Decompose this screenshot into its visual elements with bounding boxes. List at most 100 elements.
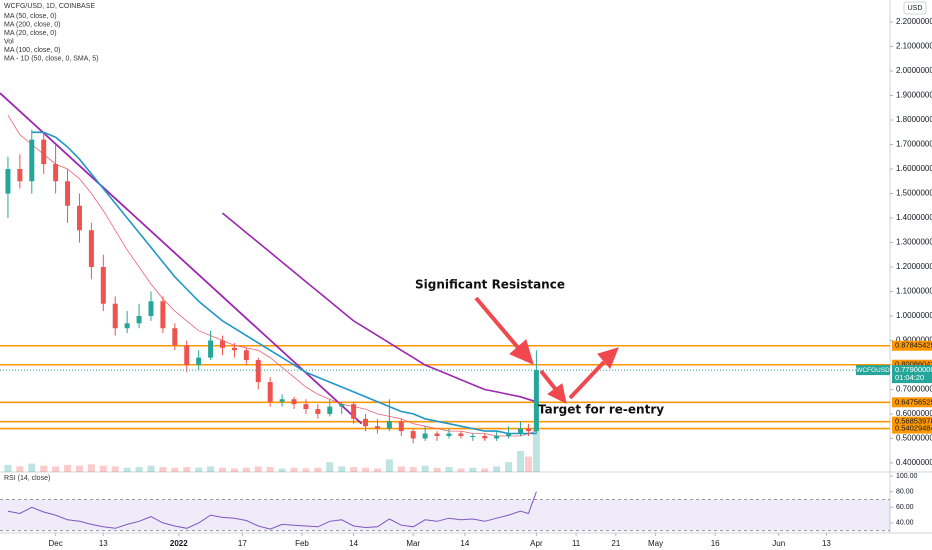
level-label-box: [892, 423, 932, 434]
volume-bar: [87, 464, 95, 472]
legend-entry: Vol: [4, 38, 14, 45]
x-tick-label: Jun: [772, 539, 785, 548]
level-label-box: [892, 397, 932, 408]
volume-bar: [469, 467, 477, 472]
volume-bar: [230, 468, 238, 472]
level-label-box: [892, 340, 932, 351]
currency-box[interactable]: [903, 1, 927, 15]
volume-bar: [28, 463, 36, 472]
volume-bar: [457, 468, 465, 472]
candle-body: [374, 426, 380, 429]
arrow-head: [547, 383, 567, 404]
candle-body: [17, 169, 23, 182]
level-label: 0.87845429: [895, 341, 932, 350]
volume-bar: [40, 465, 48, 472]
level-label: 0.80086043: [895, 360, 932, 369]
last-price: 0.77900000: [895, 365, 932, 374]
volume-bar: [445, 467, 453, 472]
rsi-title: RSI (14, close): [4, 475, 50, 482]
candle-body: [100, 266, 106, 304]
rsi-line: [7, 491, 537, 530]
arrow-head: [597, 347, 619, 369]
volume-bar: [183, 467, 191, 472]
volume-bar: [16, 466, 24, 472]
y-tick-label: 1.90000000: [896, 91, 932, 100]
level-label-box: [892, 359, 932, 370]
volume-bar: [278, 468, 286, 472]
volume-bar: [373, 468, 381, 472]
arrows: [474, 296, 619, 404]
volume-bar: [505, 462, 513, 472]
volume-bar: [242, 467, 250, 472]
volume-bar: [266, 467, 274, 472]
volume-bar: [159, 467, 167, 472]
candle-body: [41, 139, 47, 165]
x-tick-label: 13: [822, 539, 831, 548]
rsi-tick-label: 40.00: [896, 520, 914, 527]
countdown: 01:04:20: [895, 373, 924, 382]
level-label-box: [892, 416, 932, 427]
arrow-shaft: [568, 360, 606, 400]
y-tick-label: 1.00000000: [896, 311, 932, 320]
volume-bar: [207, 466, 215, 472]
y-tick-label: 0.90000000: [896, 336, 932, 345]
volume-bar: [302, 468, 310, 472]
candle-body: [470, 435, 476, 437]
rsi-band: [0, 499, 890, 531]
candle-body: [291, 399, 297, 405]
candle-body: [339, 404, 345, 407]
level-label: 0.54029484: [895, 424, 932, 433]
candle-body: [525, 428, 531, 432]
candle-body: [220, 340, 225, 348]
candle-body: [29, 139, 35, 182]
candle-body: [398, 421, 404, 432]
x-tick-label: 17: [238, 539, 247, 548]
volume-bar: [123, 467, 131, 472]
volume-bar: [524, 456, 532, 472]
volume-bar: [362, 467, 370, 472]
x-tick-label: 11: [572, 539, 581, 548]
candle-body: [458, 433, 464, 436]
candle-body: [65, 181, 71, 206]
candle-body: [494, 435, 500, 439]
candle-body: [410, 431, 416, 439]
volume-bar: [326, 462, 334, 472]
rsi-tick-label: 60.00: [896, 504, 914, 511]
rsi-tick-label: 80.00: [896, 489, 914, 496]
y-tick-label: 2.10000000: [896, 42, 932, 51]
candle-body: [533, 370, 539, 432]
candle-body: [76, 205, 82, 231]
arrow-head: [509, 339, 534, 365]
y-tick-label: 1.30000000: [896, 238, 932, 247]
volume-bar: [493, 466, 501, 472]
volume-bar: [421, 465, 429, 472]
volume-bar: [171, 467, 179, 472]
volume-bar: [397, 466, 405, 472]
volume-bar: [254, 466, 262, 472]
x-tick-label: 2022: [170, 539, 188, 548]
candle-body: [446, 433, 452, 436]
x-tick-label: 14: [460, 539, 469, 548]
volume-bar: [409, 467, 417, 472]
volume-bar: [111, 466, 119, 472]
volume-bar: [338, 466, 346, 472]
candle-body: [351, 404, 357, 419]
legend-entry: MA (50, close, 0): [4, 13, 57, 20]
x-tick-label: Apr: [530, 539, 543, 548]
level-label: 0.56853978: [895, 417, 932, 426]
x-tick-label: 14: [349, 539, 358, 548]
x-tick-label: Feb: [295, 539, 309, 548]
candle-body: [267, 382, 273, 402]
moving-average: [31, 131, 537, 435]
volume-bar: [290, 467, 298, 472]
last-price-box: [892, 365, 932, 384]
symbol-box: [856, 365, 890, 376]
x-tick-label: 16: [711, 539, 720, 548]
plot-layer: [0, 92, 890, 472]
legend-entry: MA (100, close, 0): [4, 47, 60, 54]
